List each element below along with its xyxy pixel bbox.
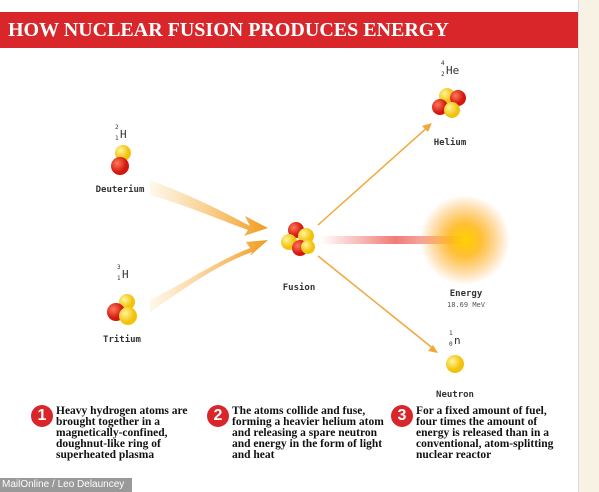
- step-text: The atoms collide and fuse, forming a he…: [232, 406, 388, 461]
- arrow: [318, 256, 435, 350]
- arrow: [150, 180, 268, 236]
- mass-number: 1: [449, 330, 453, 337]
- step-number: 3: [391, 405, 413, 427]
- arrow: [318, 125, 430, 225]
- node-label: Energy: [450, 289, 483, 299]
- credit: MailOnline / Leo Delauncey: [0, 478, 132, 492]
- step-text: For a fixed amount of fuel, four times t…: [416, 406, 568, 461]
- arrow: [150, 240, 268, 312]
- symbol: n: [454, 334, 461, 347]
- atomic-number: 0: [449, 341, 453, 348]
- atom-helium: [432, 88, 466, 118]
- atom-tritium: [107, 294, 137, 325]
- node-label: Deuterium: [96, 185, 145, 195]
- page: HOW NUCLEAR FUSION PRODUCES ENERGY 21H D…: [0, 0, 599, 492]
- symbol: H: [122, 268, 129, 281]
- atomic-number: 1: [117, 275, 121, 282]
- atomic-number: 1: [115, 135, 119, 142]
- step-text: Heavy hydrogen atoms are brought togethe…: [56, 406, 212, 461]
- step-number: 2: [207, 405, 229, 427]
- symbol: H: [120, 128, 127, 141]
- mass-number: 4: [441, 60, 445, 67]
- mass-number: 3: [117, 264, 121, 271]
- node-sublabel: 18.69 MeV: [447, 301, 485, 309]
- node-label: Helium: [434, 138, 467, 148]
- node-label: Tritium: [103, 335, 141, 345]
- energy-glow: [420, 195, 510, 285]
- atom-deuterium: [111, 145, 131, 175]
- atom-fusion: [281, 222, 315, 256]
- atom-neutron: [446, 355, 464, 373]
- step-number: 1: [31, 405, 53, 427]
- node-label: Neutron: [436, 390, 474, 400]
- atomic-number: 2: [441, 71, 445, 78]
- node-label: Fusion: [283, 283, 316, 293]
- mass-number: 2: [115, 124, 119, 131]
- symbol: He: [446, 64, 459, 77]
